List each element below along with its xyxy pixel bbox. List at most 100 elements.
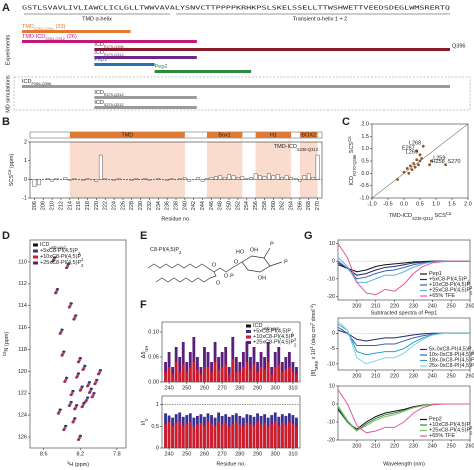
bar	[203, 347, 206, 382]
construct-bar	[94, 48, 451, 51]
x-tick-label: 230	[409, 373, 418, 379]
peak	[71, 389, 75, 393]
bar	[280, 422, 284, 448]
bar	[213, 425, 217, 448]
bar	[263, 422, 267, 448]
y-tick-label: 10	[329, 241, 335, 247]
legend-swatch	[246, 335, 251, 339]
point-label: L259	[433, 155, 445, 161]
x-tick-label: 300	[271, 385, 280, 391]
bar	[249, 423, 252, 448]
bar	[32, 179, 37, 187]
legend-label: +25xC8-PI(4,5)P2	[429, 428, 473, 435]
cd-line	[337, 260, 470, 273]
point-label: L269	[406, 149, 418, 155]
y-tick-label: 120	[18, 369, 27, 375]
y-axis-label: SCSCα (ppm)	[7, 154, 16, 187]
x-tick-label: 212	[58, 201, 64, 210]
legend-label-part: Pep1	[429, 271, 442, 277]
legend-label-part: 2	[291, 331, 294, 336]
y-axis-label-part: 3	[309, 346, 314, 349]
md-label: ICDR270-Q312	[94, 90, 123, 97]
region-shade	[69, 142, 185, 198]
peak	[53, 256, 57, 259]
bar	[167, 422, 171, 448]
acyl-chain	[147, 263, 209, 269]
x-tick-label: 200	[352, 443, 361, 449]
y-axis-label-part: SCS	[349, 142, 355, 155]
legend-label-part: unbound	[49, 245, 66, 250]
bar	[302, 175, 307, 180]
legend-label-part: +65% TFE	[429, 293, 455, 299]
legend-label: +10xC8-PI(4,5)P2	[429, 282, 473, 289]
region-label: BOX2	[301, 132, 316, 138]
atom-label: OH	[258, 275, 266, 281]
bar	[227, 374, 231, 382]
legend-label-part: 2	[294, 337, 297, 342]
bar	[284, 175, 289, 180]
y-tick-label: -10	[327, 276, 335, 282]
bar	[280, 372, 284, 382]
legend-label-part: 25x-0xC8-PI(4,5)P	[429, 363, 474, 369]
x-tick-label: 260	[271, 201, 277, 210]
bar	[238, 424, 242, 448]
bar	[217, 369, 221, 382]
construct-name: TMD	[22, 24, 34, 30]
legend-label-part: +5xC8-PI(4,5)P	[40, 248, 78, 254]
legend-swatch	[33, 255, 38, 259]
peak	[64, 376, 69, 380]
bar	[192, 337, 196, 382]
y-tick-label: -10	[327, 361, 335, 367]
bar	[63, 177, 68, 180]
x-tick-label: 0.5	[416, 201, 424, 207]
bar	[129, 179, 134, 181]
peak	[64, 424, 68, 428]
panel-label: A	[2, 2, 10, 14]
bar	[220, 367, 224, 382]
peak	[58, 332, 62, 335]
plot-frame	[29, 239, 127, 449]
legend-label-part: +25xC8-PI(4,5)P	[253, 340, 294, 346]
x-tick-label: 246	[209, 201, 215, 210]
point	[415, 149, 419, 153]
legend-label-part: 2	[470, 290, 473, 295]
x-tick-label: 7.8	[113, 451, 121, 457]
y-tick-label: 110	[18, 259, 27, 265]
md-name: ICD	[22, 79, 32, 85]
cd-line	[337, 243, 470, 296]
peak	[96, 372, 101, 376]
peak	[62, 428, 66, 432]
peak	[95, 378, 99, 382]
glycerol	[207, 267, 233, 273]
bar	[213, 176, 218, 180]
peak	[93, 382, 97, 386]
x-tick-label: 262	[280, 201, 286, 210]
legend-swatch	[246, 330, 251, 333]
y-tick-label: 0	[24, 177, 27, 183]
bar	[206, 367, 210, 382]
bar	[273, 421, 277, 448]
bar	[295, 426, 298, 448]
x-tick-label: 310	[288, 385, 297, 391]
bar	[315, 154, 320, 180]
construct-count: (33)	[56, 24, 66, 30]
y-axis-label-part: 2	[309, 322, 314, 325]
bar	[284, 369, 288, 382]
x-tick-label: 238	[173, 201, 179, 210]
lipid-structure	[147, 247, 283, 283]
region-shade	[299, 142, 318, 198]
helix-label: Transient α-helix 1 + 2	[293, 16, 348, 22]
peak	[51, 260, 55, 263]
bar	[270, 374, 274, 382]
peak	[72, 318, 76, 321]
bar	[231, 175, 236, 180]
x-tick-label: 220	[390, 443, 399, 449]
x-tick-label: 260	[465, 373, 474, 379]
x-tick-label: 230	[138, 201, 144, 210]
bar	[236, 177, 240, 180]
y-tick-label: -1	[22, 195, 27, 201]
x-tick-label: 210	[371, 303, 380, 309]
x-axis-label: 1H (ppm)	[67, 460, 89, 469]
point	[412, 162, 415, 165]
x-tick-label: 2.0	[464, 201, 472, 207]
